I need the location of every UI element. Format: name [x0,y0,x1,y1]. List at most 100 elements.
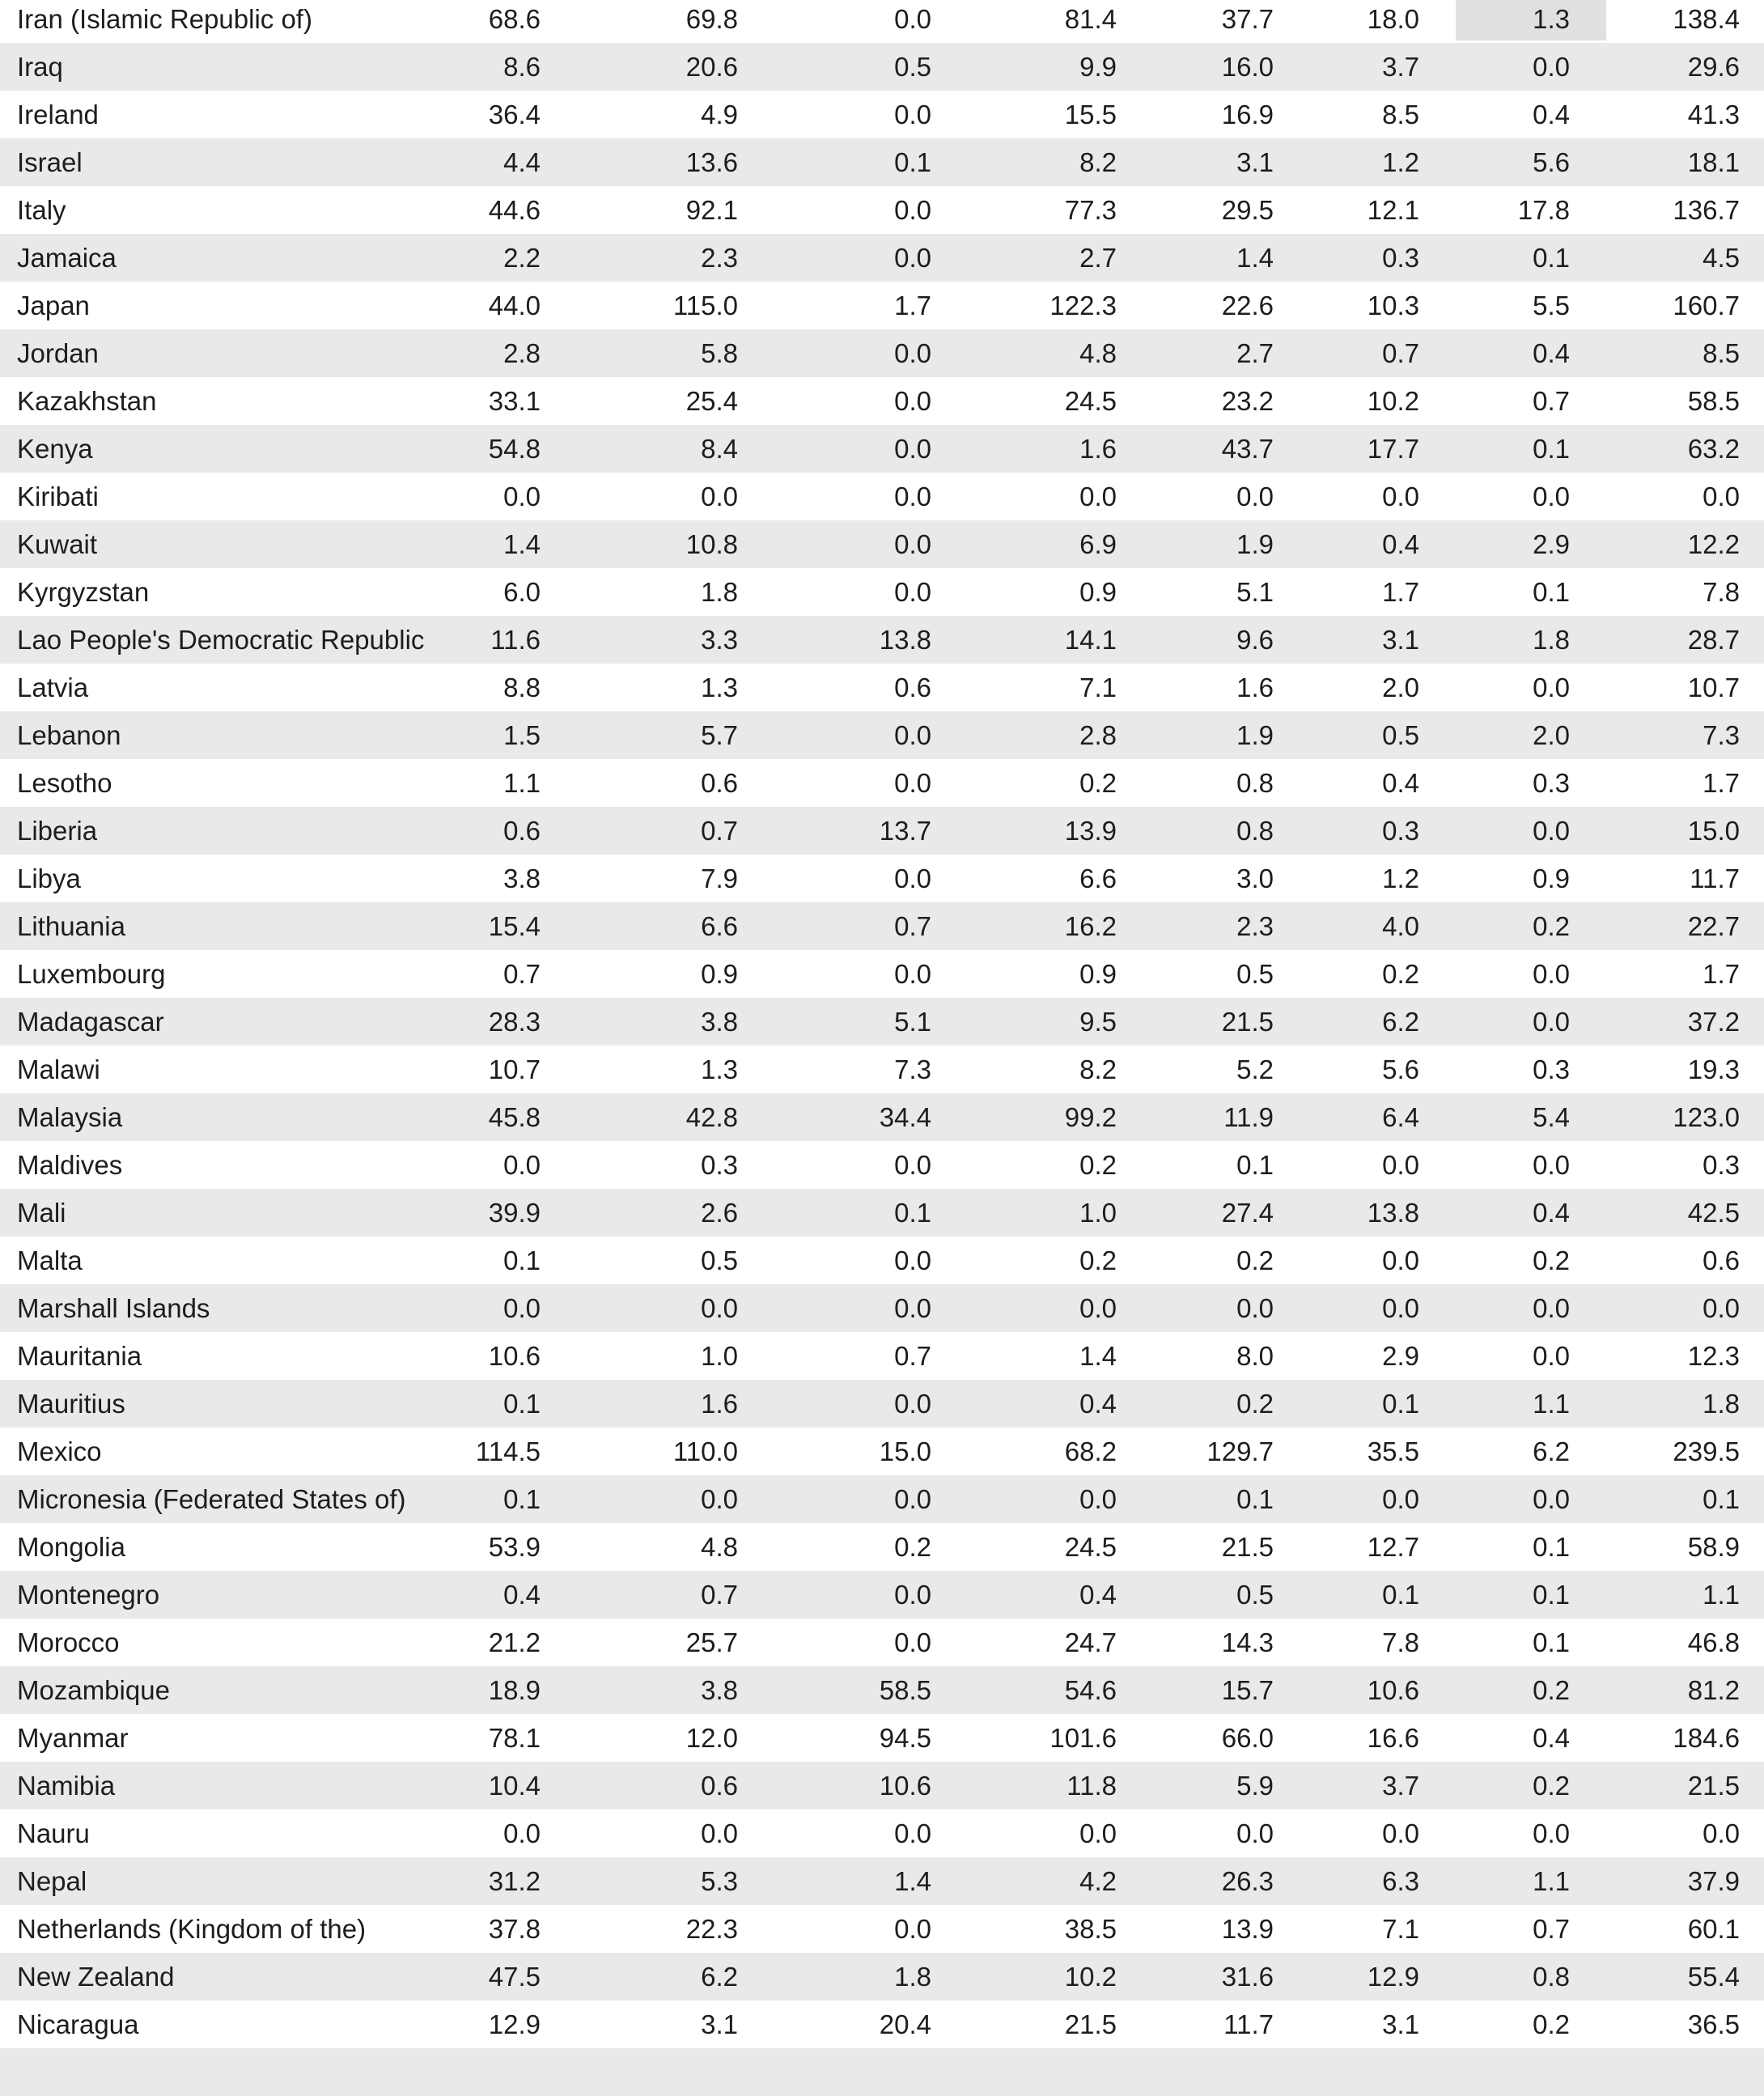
value-cell: 10.8 [685,528,738,559]
table-row[interactable]: Lebanon 1.5 5.7 0.0 2.8 1.9 0.5 2.0 7.3 [0,711,1764,759]
value-cell: 6.6 [1079,863,1117,893]
table-row[interactable]: Mongolia 53.9 4.8 0.2 24.5 21.5 12.7 0.1… [0,1523,1764,1571]
table-row[interactable]: Malta 0.1 0.5 0.0 0.2 0.2 0.0 0.2 0.6 [0,1237,1764,1284]
country-name-cell: Liberia [17,815,98,846]
value-cell: 1.7 [1703,767,1740,798]
table-row[interactable]: Mexico 114.5 110.0 15.0 68.2 129.7 35.5 … [0,1428,1764,1475]
table-row[interactable]: Nauru 0.0 0.0 0.0 0.0 0.0 0.0 0.0 0.0 [0,1810,1764,1857]
value-cell: 0.0 [1079,1818,1117,1848]
table-row[interactable]: Lao People's Democratic Republic 11.6 3.… [0,616,1764,664]
value-cell: 3.8 [503,863,541,893]
table-row[interactable]: Luxembourg 0.7 0.9 0.0 0.9 0.5 0.2 0.0 1… [0,950,1764,998]
table-row[interactable]: Kazakhstan 33.1 25.4 0.0 24.5 23.2 10.2 … [0,377,1764,425]
value-cell: 7.1 [1382,1913,1419,1944]
value-cell: 0.0 [1533,1006,1570,1037]
value-cell: 114.5 [475,1436,541,1466]
value-cell: 15.0 [1687,815,1740,846]
table-row[interactable]: Namibia 10.4 0.6 10.6 11.8 5.9 3.7 0.2 2… [0,1762,1764,1810]
table-row[interactable]: Ireland 36.4 4.9 0.0 15.5 16.9 8.5 0.4 4… [0,91,1764,138]
country-name-cell: Namibia [17,1770,116,1801]
table-row[interactable]: Malawi 10.7 1.3 7.3 8.2 5.2 5.6 0.3 19.3 [0,1046,1764,1093]
table-row[interactable]: Malaysia 45.8 42.8 34.4 99.2 11.9 6.4 5.… [0,1093,1764,1141]
table-row[interactable]: Micronesia (Federated States of) 0.1 0.0… [0,1475,1764,1523]
value-cell: 13.8 [1367,1197,1419,1228]
table-row[interactable]: Latvia 8.8 1.3 0.6 7.1 1.6 2.0 0.0 10.7 [0,664,1764,711]
table-row[interactable]: Kiribati 0.0 0.0 0.0 0.0 0.0 0.0 0.0 0.0 [0,473,1764,520]
table-row[interactable]: New Zealand 47.5 6.2 1.8 10.2 31.6 12.9 … [0,1953,1764,2001]
table-row[interactable]: Kyrgyzstan 6.0 1.8 0.0 0.9 5.1 1.7 0.1 7… [0,568,1764,616]
value-cell: 10.3 [1367,290,1419,320]
value-cell: 10.6 [1367,1674,1419,1705]
value-cell: 7.9 [701,863,738,893]
table-row[interactable]: Liberia 0.6 0.7 13.7 13.9 0.8 0.3 0.0 15… [0,807,1764,855]
value-cell: 0.2 [1533,910,1570,941]
value-cell: 24.5 [1064,1531,1117,1562]
table-row[interactable]: Maldives 0.0 0.3 0.0 0.2 0.1 0.0 0.0 0.3 [0,1141,1764,1189]
table-row[interactable]: Mauritania 10.6 1.0 0.7 1.4 8.0 2.9 0.0 … [0,1332,1764,1380]
value-cell: 17.7 [1367,433,1419,464]
table-row[interactable]: Italy 44.6 92.1 0.0 77.3 29.5 12.1 17.8 … [0,186,1764,234]
highlighted-cell[interactable]: 1.3 [1456,0,1606,43]
value-cell: 0.0 [701,481,738,511]
value-cell: 6.4 [1382,1101,1419,1132]
country-name-cell: Morocco [17,1627,120,1657]
table-row[interactable]: Nicaragua 12.9 3.1 20.4 21.5 11.7 3.1 0.… [0,2001,1764,2048]
country-name-cell: Iran (Islamic Republic of) [17,3,312,34]
value-cell: 6.9 [1079,528,1117,559]
country-name-cell: Luxembourg [17,958,166,989]
value-cell: 0.2 [1079,767,1117,798]
value-cell: 5.5 [1533,290,1570,320]
value-cell: 36.4 [488,99,541,129]
table-row[interactable]: Nepal 31.2 5.3 1.4 4.2 26.3 6.3 1.1 37.9 [0,1857,1764,1905]
table-row[interactable]: Netherlands (Kingdom of the) 37.8 22.3 0… [0,1905,1764,1953]
value-cell: 0.2 [1533,1245,1570,1275]
table-row[interactable]: Kenya 54.8 8.4 0.0 1.6 43.7 17.7 0.1 63.… [0,425,1764,473]
table-row[interactable]: Kuwait 1.4 10.8 0.0 6.9 1.9 0.4 2.9 12.2 [0,520,1764,568]
table-row[interactable]: Mali 39.9 2.6 0.1 1.0 27.4 13.8 0.4 42.5 [0,1189,1764,1237]
value-cell: 0.9 [1079,576,1117,607]
value-cell: 1.8 [894,1961,931,1992]
value-cell: 1.7 [1703,958,1740,989]
value-cell: 0.6 [701,1770,738,1801]
value-cell: 4.9 [701,99,738,129]
value-cell: 31.6 [1221,1961,1274,1992]
value-cell: 0.3 [1382,815,1419,846]
table-row[interactable]: Morocco 21.2 25.7 0.0 24.7 14.3 7.8 0.1 … [0,1619,1764,1666]
table-row[interactable]: Myanmar 78.1 12.0 94.5 101.6 66.0 16.6 0… [0,1714,1764,1762]
value-cell: 1.1 [503,767,541,798]
value-cell: 5.6 [1382,1054,1419,1084]
value-cell: 44.6 [488,194,541,225]
value-cell: 0.6 [894,672,931,702]
value-cell: 10.6 [488,1340,541,1371]
value-cell: 2.7 [1079,242,1117,273]
table-row[interactable]: Marshall Islands 0.0 0.0 0.0 0.0 0.0 0.0… [0,1284,1764,1332]
value-cell: 94.5 [879,1722,931,1753]
table-row[interactable]: Israel 4.4 13.6 0.1 8.2 3.1 1.2 5.6 18.1 [0,138,1764,186]
table-row[interactable]: Madagascar 28.3 3.8 5.1 9.5 21.5 6.2 0.0… [0,998,1764,1046]
table-row[interactable]: Japan 44.0 115.0 1.7 122.3 22.6 10.3 5.5… [0,282,1764,329]
value-cell: 3.0 [1236,863,1274,893]
table-row[interactable]: Jordan 2.8 5.8 0.0 4.8 2.7 0.7 0.4 8.5 [0,329,1764,377]
table-row[interactable]: Lesotho 1.1 0.6 0.0 0.2 0.8 0.4 0.3 1.7 [0,759,1764,807]
value-cell: 13.8 [879,624,931,655]
country-name-cell: Iraq [17,51,63,82]
table-row[interactable]: Mozambique 18.9 3.8 58.5 54.6 15.7 10.6 … [0,1666,1764,1714]
value-cell: 63.2 [1687,433,1740,464]
table-row[interactable]: Mauritius 0.1 1.6 0.0 0.4 0.2 0.1 1.1 1.… [0,1380,1764,1428]
value-cell: 3.1 [1236,146,1274,177]
table-row[interactable]: Montenegro 0.4 0.7 0.0 0.4 0.5 0.1 0.1 1… [0,1571,1764,1619]
value-cell: 5.9 [1236,1770,1274,1801]
value-cell: 110.0 [672,1436,738,1466]
value-cell: 1.6 [1236,672,1274,702]
table-row[interactable]: Libya 3.8 7.9 0.0 6.6 3.0 1.2 0.9 11.7 [0,855,1764,902]
value-cell: 9.5 [1079,1006,1117,1037]
table-row[interactable]: Iran (Islamic Republic of) 68.6 69.8 0.0… [0,0,1764,43]
table-row[interactable]: Iraq 8.6 20.6 0.5 9.9 16.0 3.7 0.0 29.6 [0,43,1764,91]
value-cell: 1.4 [1236,242,1274,273]
value-cell: 0.0 [894,958,931,989]
table-row[interactable]: Jamaica 2.2 2.3 0.0 2.7 1.4 0.3 0.1 4.5 [0,234,1764,282]
value-cell: 2.6 [701,1197,738,1228]
value-cell: 7.1 [1079,672,1117,702]
table-row[interactable]: Lithuania 15.4 6.6 0.7 16.2 2.3 4.0 0.2 … [0,902,1764,950]
country-name-cell: Malaysia [17,1101,123,1132]
